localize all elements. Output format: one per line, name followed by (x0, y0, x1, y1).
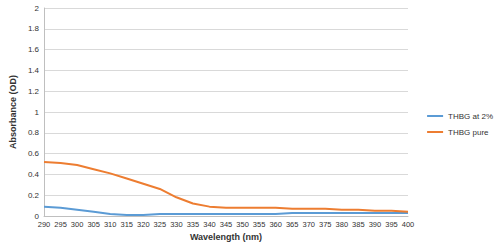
svg-text:0.6: 0.6 (28, 149, 40, 158)
svg-text:0.2: 0.2 (28, 191, 40, 200)
svg-text:1.8: 1.8 (28, 24, 40, 33)
svg-text:390: 390 (369, 220, 382, 229)
svg-text:315: 315 (120, 220, 133, 229)
svg-text:400: 400 (402, 220, 415, 229)
svg-text:305: 305 (87, 220, 100, 229)
svg-text:0.4: 0.4 (28, 170, 40, 179)
svg-text:300: 300 (71, 220, 84, 229)
svg-text:1.4: 1.4 (28, 66, 40, 75)
svg-text:370: 370 (302, 220, 315, 229)
svg-text:2: 2 (35, 4, 40, 13)
svg-text:1: 1 (35, 108, 40, 117)
svg-text:Absorbance (OD): Absorbance (OD) (8, 75, 18, 149)
svg-text:335: 335 (187, 220, 200, 229)
svg-text:1.6: 1.6 (28, 45, 40, 54)
svg-text:THBG at 2%: THBG at 2% (448, 112, 493, 121)
svg-text:310: 310 (104, 220, 117, 229)
svg-text:295: 295 (54, 220, 67, 229)
svg-text:0: 0 (34, 211, 39, 221)
svg-text:330: 330 (170, 220, 183, 229)
svg-text:Wavelength (nm): Wavelength (nm) (190, 232, 262, 242)
svg-text:0.8: 0.8 (28, 128, 40, 137)
svg-text:365: 365 (286, 220, 299, 229)
svg-text:385: 385 (352, 220, 365, 229)
svg-text:340: 340 (203, 220, 216, 229)
svg-text:395: 395 (385, 220, 398, 229)
svg-text:360: 360 (269, 220, 282, 229)
svg-text:290: 290 (38, 220, 51, 229)
svg-text:320: 320 (137, 220, 150, 229)
svg-text:345: 345 (220, 220, 233, 229)
svg-text:375: 375 (319, 220, 332, 229)
svg-text:1.2: 1.2 (28, 87, 40, 96)
svg-text:380: 380 (336, 220, 349, 229)
svg-text:355: 355 (253, 220, 266, 229)
svg-text:325: 325 (154, 220, 167, 229)
svg-text:THBG pure: THBG pure (448, 128, 489, 137)
svg-text:350: 350 (236, 220, 249, 229)
